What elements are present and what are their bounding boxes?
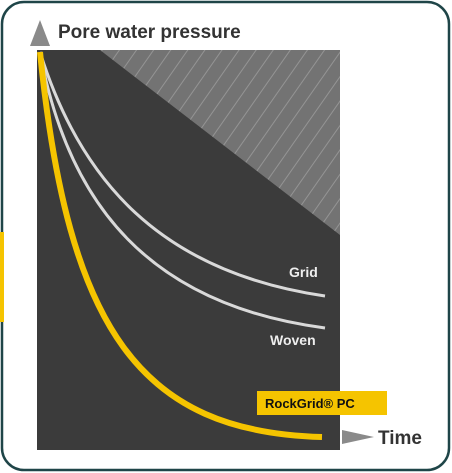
accent-bar [0,232,4,322]
curve-label: Woven [270,332,316,348]
x-axis-label: Time [378,428,422,449]
y-axis-label: Pore water pressure [58,22,241,43]
curve-label: RockGrid® PC [265,396,355,411]
diagram: Pore water pressure Time Grid Woven Rock… [0,0,452,473]
curve-label: Grid [289,264,318,280]
